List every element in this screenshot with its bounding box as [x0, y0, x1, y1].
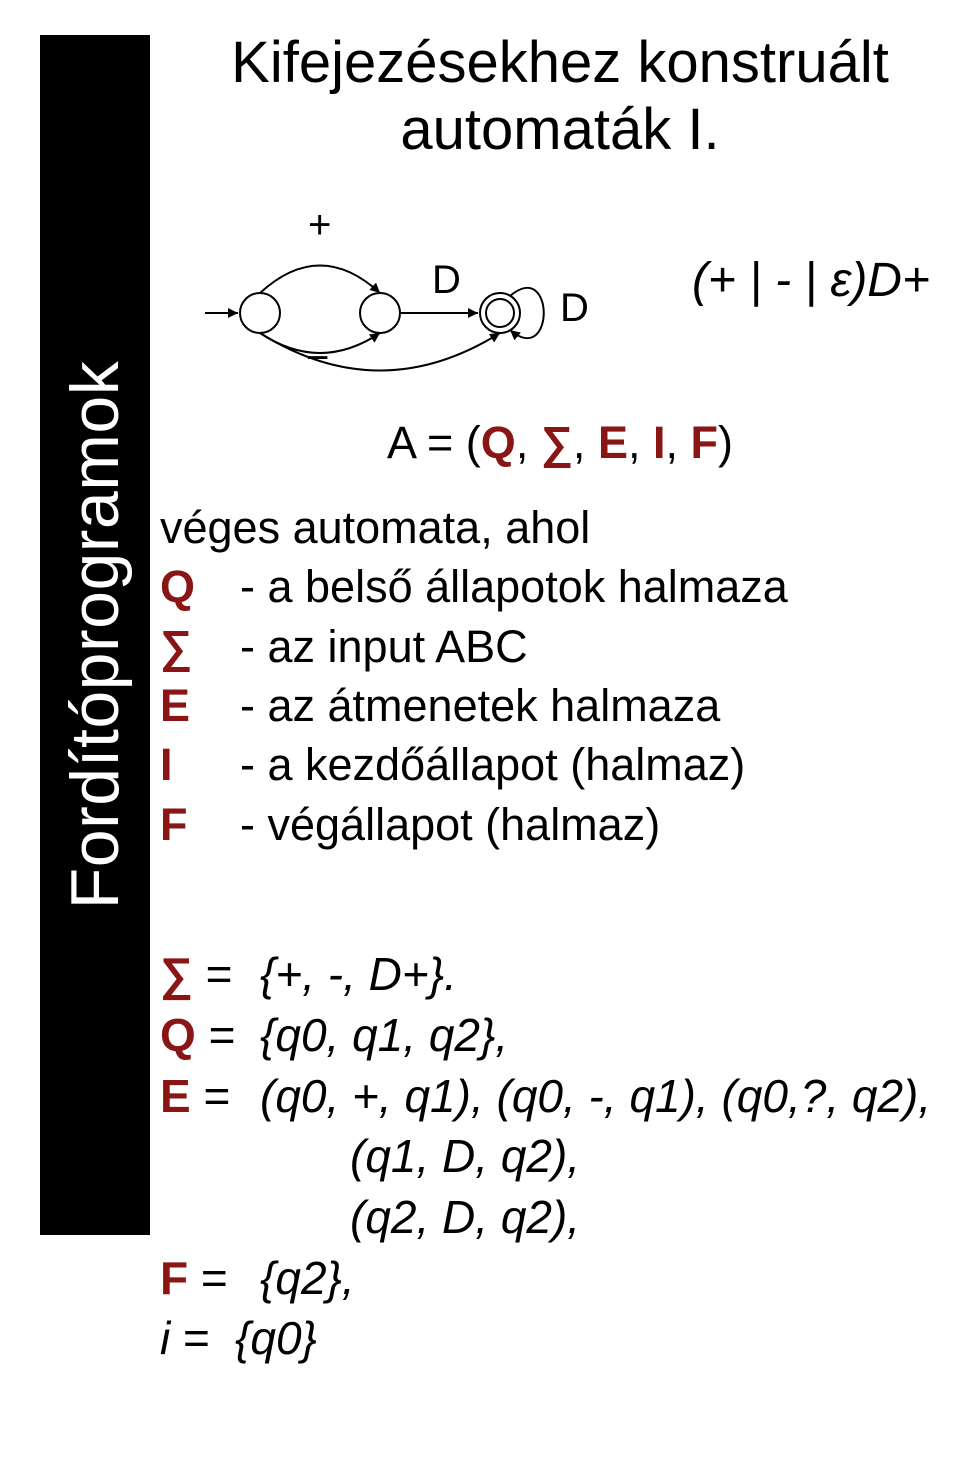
- tuple-line: A = (Q, ∑, E, I, F): [160, 413, 960, 472]
- title-line-2: automaták I.: [400, 97, 719, 162]
- definition-text: - a belső állapotok halmaza: [240, 557, 960, 616]
- definition-row: Q- a belső állapotok halmaza: [160, 557, 960, 616]
- set-key: Q =: [160, 1005, 260, 1066]
- definition-row: ∑- az input ABC: [160, 617, 960, 676]
- set-definitions: ∑ = {+, -, D+}.Q = {q0, q1, q2},E = (q0,…: [160, 944, 960, 1369]
- definition-text: - végállapot (halmaz): [240, 795, 960, 854]
- tuple-suffix: ): [718, 417, 733, 468]
- definition-key: ∑: [160, 617, 240, 676]
- page-title: Kifejezésekhez konstruált automaták I.: [160, 30, 960, 163]
- set-row: Q = {q0, q1, q2},: [160, 1005, 960, 1066]
- set-value: (q1, D, q2),: [350, 1126, 580, 1187]
- automaton-diagram: +−DD (+ | - | ε)D+: [160, 183, 960, 393]
- set-row: E = (q0, +, q1), (q0, -, q1), (q0,?, q2)…: [160, 1066, 960, 1127]
- definition-key: Q: [160, 557, 240, 616]
- definition-row: I- a kezdőállapot (halmaz): [160, 735, 960, 794]
- svg-text:D: D: [560, 286, 589, 330]
- tuple-items: Q, ∑, E, I, F: [481, 417, 718, 468]
- set-value: {q0}: [235, 1308, 960, 1369]
- automaton-svg: +−DD: [160, 183, 580, 393]
- definition-text: - az átmenetek halmaza: [240, 676, 960, 735]
- tuple-prefix: A = (: [387, 417, 481, 468]
- tuple-symbol: Q: [481, 417, 516, 468]
- tuple-symbol: I: [653, 417, 666, 468]
- automaton-definition: A = (Q, ∑, E, I, F) véges automata, ahol…: [160, 413, 960, 854]
- definition-text: - az input ABC: [240, 617, 960, 676]
- tuple-symbol: F: [691, 417, 719, 468]
- definition-key: I: [160, 735, 240, 794]
- regex-expression: (+ | - | ε)D+: [692, 253, 930, 308]
- set-value: (q0, +, q1), (q0, -, q1), (q0,?, q2),: [260, 1066, 960, 1127]
- set-row: (q2, D, q2),: [160, 1187, 960, 1248]
- title-line-1: Kifejezésekhez konstruált: [231, 30, 889, 95]
- set-value: (q2, D, q2),: [350, 1187, 580, 1248]
- set-row: i = {q0}: [160, 1308, 960, 1369]
- set-key: ∑ =: [160, 944, 260, 1005]
- set-key: E =: [160, 1066, 260, 1127]
- definition-rows: Q- a belső állapotok halmaza∑- az input …: [160, 557, 960, 854]
- sidebar-label: Fordítóprogramok: [40, 35, 150, 1235]
- set-value: {q2},: [260, 1248, 960, 1309]
- slide-content: Kifejezésekhez konstruált automaták I. +…: [160, 0, 960, 1369]
- definition-key: F: [160, 795, 240, 854]
- set-value: {q0, q1, q2},: [260, 1005, 960, 1066]
- definition-row: F- végállapot (halmaz): [160, 795, 960, 854]
- definition-text: - a kezdőállapot (halmaz): [240, 735, 960, 794]
- set-row: (q1, D, q2),: [160, 1126, 960, 1187]
- definition-key: E: [160, 676, 240, 735]
- svg-text:+: +: [308, 203, 331, 247]
- set-key: i =: [160, 1308, 235, 1369]
- tuple-symbol: E: [598, 417, 628, 468]
- definition-row: E- az átmenetek halmaza: [160, 676, 960, 735]
- set-row: ∑ = {+, -, D+}.: [160, 944, 960, 1005]
- svg-text:D: D: [432, 258, 461, 302]
- set-value: {+, -, D+}.: [260, 944, 960, 1005]
- set-row: F = {q2},: [160, 1248, 960, 1309]
- tuple-symbol: ∑: [541, 417, 573, 468]
- definition-intro: véges automata, ahol: [160, 498, 960, 557]
- set-key: F =: [160, 1248, 260, 1309]
